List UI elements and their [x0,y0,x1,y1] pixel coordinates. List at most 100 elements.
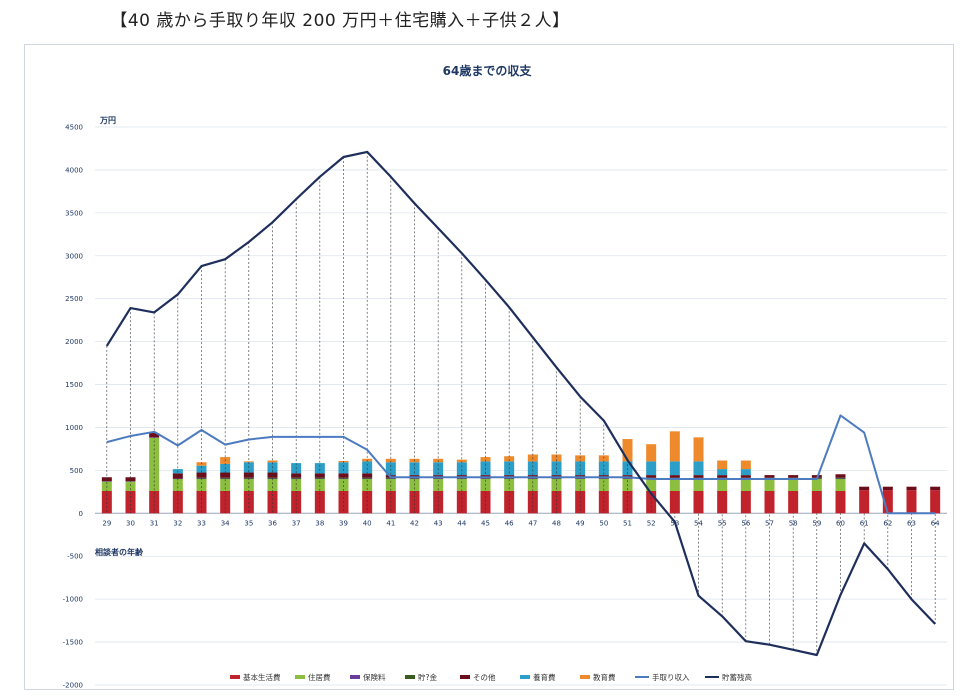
y-tick-label: 3500 [65,209,83,217]
bar-segment [835,490,846,514]
bar-segment [456,462,467,476]
x-tick-label: 47 [528,519,537,527]
bar-segment [338,462,349,474]
bar-segment [456,459,467,463]
bar-segment [433,478,444,480]
x-tick-label: 30 [126,519,135,527]
bar-segment [646,461,657,476]
bar-segment [220,478,231,480]
bar-segment [788,490,799,514]
x-tick-label: 38 [315,519,324,527]
bar-segment [693,490,704,514]
bar-segment [314,463,325,474]
bar-segment [930,490,941,514]
x-tick-label: 32 [173,519,182,527]
bar-segment [835,474,846,478]
bar-segment [835,477,846,479]
bar-segment [338,478,349,491]
bar-segment [551,490,562,514]
bar-segment [669,431,680,462]
bar-segment [740,490,751,514]
x-tick-label: 57 [765,519,774,527]
bar-segment [480,490,491,514]
bar-segment [267,490,278,514]
series-line [105,150,936,657]
y-tick-label: 0 [79,510,83,518]
x-tick-label: 45 [481,519,490,527]
y-tick-label: 2500 [65,295,83,303]
bar-segment [125,481,136,491]
bar-segment [906,486,917,491]
x-tick-label: 54 [694,519,703,527]
bar-segment [622,478,633,480]
bar-segment [598,478,609,480]
bar-segment [149,437,160,491]
legend-label: 教育費 [593,672,616,682]
legend-label: 手取り収入 [652,672,690,682]
bar-segment [622,439,633,462]
bar-segment [172,490,183,514]
x-tick-label: 37 [292,519,301,527]
bar-segment [267,477,278,479]
legend-swatch [580,675,590,679]
x-tick-label: 31 [150,519,159,527]
y-tick-label: -1000 [63,596,83,604]
y-tick-label: 4000 [65,166,83,174]
x-tick-label: 34 [221,519,230,527]
bar-segment [409,478,420,480]
y-axis-label: 万円 [99,116,116,125]
bar-segment [291,478,302,480]
income-expense-chart: 64歳までの収支 万円 相談者の年齢 4500 4000 3500 3000 2500 2… [63,63,947,690]
x-tick-label: 63 [907,519,916,527]
x-tick-label: 62 [883,519,892,527]
x-tick-label: 29 [102,519,111,527]
bar-segment [859,486,870,491]
x-tick-label: 56 [741,519,750,527]
series-line [106,414,936,515]
bar-segment [717,478,728,491]
y-tick-label: 1000 [65,424,83,432]
bar-segment [669,490,680,514]
bar-segment [575,461,586,476]
bar-segment [220,477,231,479]
y-tick-label: -2000 [63,682,83,690]
bar-segment [717,469,728,476]
bar-segment [385,462,396,476]
bar-segment [811,490,822,514]
x-tick-label: 55 [718,519,727,527]
x-tick-label: 50 [599,519,608,527]
x-tick-label: 35 [244,519,253,527]
bar-segment [172,478,183,491]
bar-segment [693,478,704,491]
bar-segment [456,478,467,491]
legend-swatch [520,675,530,679]
bar-segment [764,478,775,491]
x-tick-label: 59 [812,519,821,527]
bar-segment [362,461,373,474]
legend-swatch [230,675,240,679]
x-axis-label: 相談者の年齢 [95,547,144,557]
bar-segment [859,490,870,514]
bar-segment [409,490,420,514]
x-tick-label: 44 [457,519,466,527]
y-tick-label: 1500 [65,381,83,389]
bar-segment [527,478,538,491]
legend-label: 保険料 [363,672,386,682]
bar-segment [220,472,231,478]
bar-segment [125,477,136,482]
bar-segment [646,444,657,462]
bar-segment [291,490,302,514]
bar-segment [480,457,491,462]
bar-segment [646,475,657,478]
y-tick-label: 4500 [65,124,83,132]
bar-segment [504,478,515,480]
bar-segment [575,478,586,480]
bar-segment [551,478,562,480]
y-tick-label: 500 [70,467,83,475]
bar-segment [598,461,609,476]
legend-swatch [405,675,415,679]
bar-segment [906,490,917,514]
bar-segment [622,490,633,514]
x-tick-label: 33 [197,519,206,527]
bar-segment [669,478,680,491]
